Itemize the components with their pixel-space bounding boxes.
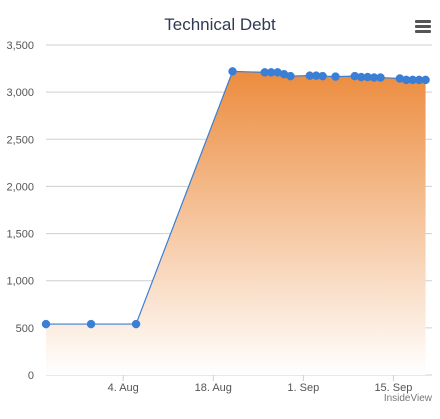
y-tick-label: 2,000 bbox=[6, 181, 34, 193]
series-area-fill bbox=[46, 71, 426, 376]
data-point bbox=[421, 75, 430, 85]
x-tick-label: 4. Aug bbox=[108, 382, 139, 394]
data-point bbox=[318, 71, 327, 81]
data-point bbox=[41, 319, 51, 329]
data-point bbox=[228, 67, 237, 76]
x-tick-label: 18. Aug bbox=[195, 382, 232, 394]
data-point bbox=[286, 71, 295, 81]
chart-credit: InsideView bbox=[384, 393, 433, 404]
data-point bbox=[376, 73, 385, 82]
y-tick-label: 1,000 bbox=[6, 276, 34, 288]
data-point bbox=[86, 319, 96, 329]
x-tick-label: 15. Sep bbox=[374, 382, 412, 394]
y-tick-label: 2,500 bbox=[6, 134, 34, 146]
menu-bar bbox=[415, 30, 431, 33]
menu-bar bbox=[415, 20, 431, 23]
y-tick-label: 1,500 bbox=[6, 229, 34, 241]
chart-title: Technical Debt bbox=[164, 15, 276, 34]
data-point bbox=[131, 319, 141, 329]
y-tick-label: 3,500 bbox=[6, 40, 34, 52]
y-tick-label: 3,000 bbox=[6, 87, 34, 99]
menu-bar bbox=[415, 25, 431, 28]
hamburger-menu-icon[interactable] bbox=[412, 17, 434, 37]
y-tick-label: 500 bbox=[16, 323, 34, 335]
x-tick-label: 1. Sep bbox=[287, 382, 319, 394]
data-point bbox=[331, 72, 340, 81]
y-tick-label: 0 bbox=[28, 370, 34, 382]
